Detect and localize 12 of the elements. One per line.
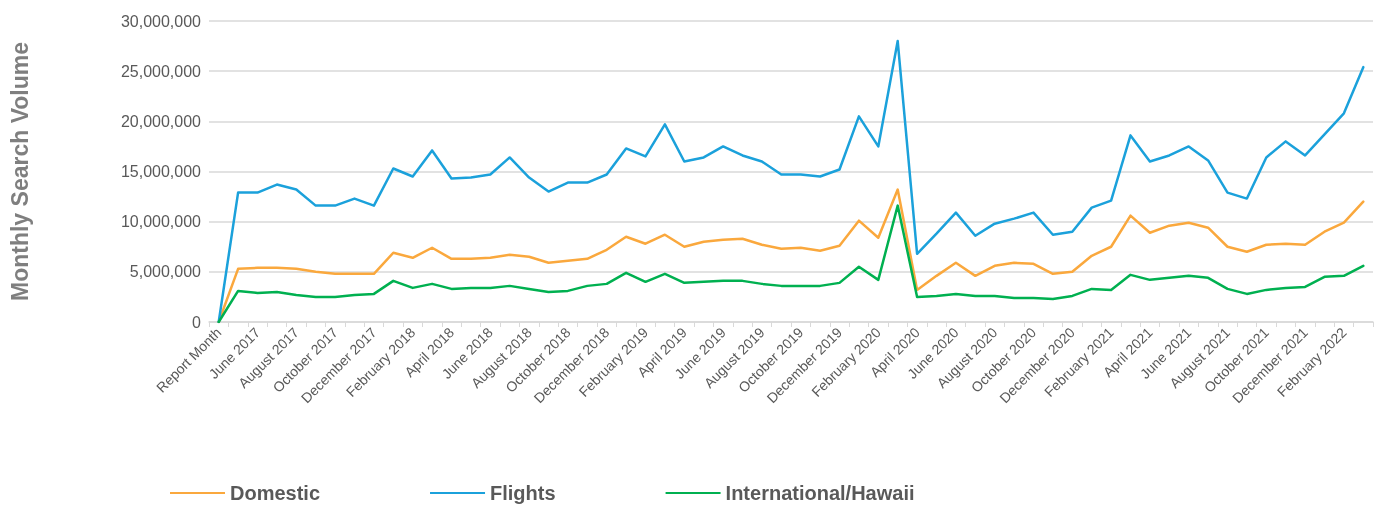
y-tick-label: 5,000,000 — [129, 263, 202, 281]
y-tick-label: 25,000,000 — [120, 62, 202, 80]
line-series — [217, 39, 1365, 324]
legend-label: Flights — [490, 482, 556, 504]
y-axis-title: Monthly Search Volume — [6, 41, 33, 302]
y-tick-label: 10,000,000 — [120, 213, 202, 231]
legend-label: Domestic — [230, 482, 321, 504]
y-tick-label: 15,000,000 — [120, 163, 202, 180]
y-tick-label: 20,000,000 — [120, 112, 202, 130]
y-tick-label: 30,000,000 — [120, 12, 202, 30]
legend-label: International/Hawaii — [725, 482, 915, 504]
y-tick-label: 0 — [192, 313, 202, 331]
